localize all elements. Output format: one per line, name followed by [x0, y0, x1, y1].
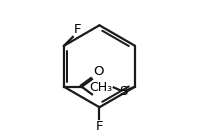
Text: F: F: [73, 23, 81, 36]
Text: F: F: [96, 120, 103, 133]
Text: S: S: [119, 85, 128, 98]
Text: CH₃: CH₃: [89, 81, 112, 94]
Text: O: O: [93, 65, 104, 78]
